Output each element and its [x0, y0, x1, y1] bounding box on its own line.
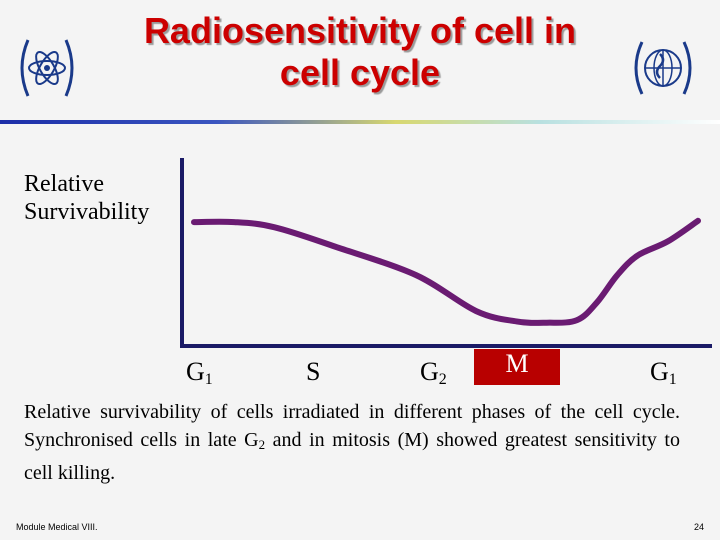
- x-tick-label-m-base: M: [505, 349, 529, 378]
- x-tick-label-s: S: [306, 357, 320, 395]
- y-axis-label-line-2: Survivability: [24, 199, 150, 225]
- x-tick-label-g1-start-sub: 1: [204, 371, 213, 388]
- x-tick-label-g1-end-sub: 1: [668, 371, 677, 388]
- slide-title-line-2: cell cycle: [279, 52, 441, 93]
- x-tick-label-g2-base: G: [420, 357, 439, 386]
- y-axis-label-line-1: Relative: [24, 171, 104, 197]
- title-divider: [0, 120, 720, 124]
- slide-title-line-1: Radiosensitivity of cell in: [143, 10, 577, 51]
- y-axis-label: Relative Survivability: [24, 170, 149, 226]
- caption-part-2: and in mitosis (M) showed greatest sensi…: [24, 429, 680, 484]
- x-tick-label-g1-end-base: G: [650, 357, 669, 386]
- globe-laurel-emblem-icon: [634, 41, 692, 95]
- caption-part-1: Relative survivability of cells irradiat…: [24, 401, 680, 451]
- x-tick-label-g1-end: G1: [650, 357, 677, 395]
- slide-title: Radiosensitivity of cell in cell cycle: [80, 10, 640, 94]
- x-tick-label-g2-sub: 2: [438, 371, 447, 388]
- x-tick-label-m: M: [474, 349, 560, 385]
- x-tick-label-g1-start: G1: [186, 357, 213, 395]
- figure-caption: Relative survivability of cells irradiat…: [24, 398, 680, 487]
- survivability-curve: [191, 217, 701, 326]
- caption-subscript: 2: [258, 437, 266, 452]
- x-tick-label-s-base: S: [306, 357, 321, 386]
- x-tick-label-g2: G2: [420, 357, 447, 395]
- atom-emblem-icon: [20, 39, 74, 97]
- footer-module-label: Module Medical VIII.: [16, 522, 98, 532]
- slide-number: 24: [693, 522, 704, 532]
- x-tick-label-g1-start-base: G: [186, 357, 205, 386]
